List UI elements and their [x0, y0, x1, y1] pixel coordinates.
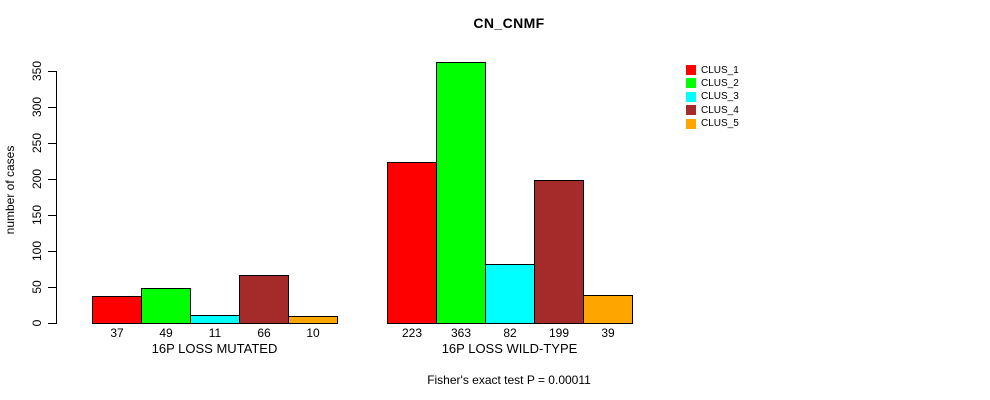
chart-title: CN_CNMF — [473, 15, 545, 31]
group-label: 16P LOSS MUTATED — [151, 341, 278, 356]
bar-clus_5 — [583, 295, 633, 324]
group-label: 16P LOSS WILD-TYPE — [441, 341, 578, 356]
legend-item: CLUS_4 — [686, 104, 739, 116]
bar-value-label: 37 — [110, 326, 124, 340]
y-tick-mark — [48, 251, 56, 252]
y-tick-mark — [48, 287, 56, 288]
legend-label: CLUS_5 — [701, 118, 739, 130]
legend-label: CLUS_1 — [701, 64, 739, 76]
y-axis-line — [56, 71, 57, 324]
bar-value-label: 82 — [503, 326, 517, 340]
y-tick-label: 150 — [30, 204, 44, 226]
y-tick-label: 300 — [30, 96, 44, 118]
bar-value-label: 363 — [450, 326, 472, 340]
bar-value-label: 11 — [208, 326, 222, 340]
y-tick-mark — [48, 179, 56, 180]
bar-clus_3 — [190, 315, 240, 324]
legend-item: CLUS_3 — [686, 91, 739, 103]
bar-clus_4 — [239, 275, 289, 324]
y-tick-mark — [48, 143, 56, 144]
y-tick-label: 50 — [30, 280, 44, 294]
bar-value-label: 223 — [401, 326, 423, 340]
fisher-test-note: Fisher's exact test P = 0.00011 — [427, 373, 591, 387]
y-tick-mark — [48, 71, 56, 72]
bar-value-label: 10 — [306, 326, 320, 340]
legend-swatch — [686, 65, 696, 75]
legend-label: CLUS_4 — [701, 104, 739, 116]
y-tick-mark — [48, 107, 56, 108]
y-tick-label: 100 — [30, 240, 44, 262]
legend-swatch — [686, 118, 696, 129]
y-tick-mark — [48, 323, 56, 324]
y-tick-label: 350 — [30, 60, 44, 82]
legend-label: CLUS_2 — [701, 77, 739, 89]
bar-clus_1 — [92, 296, 142, 324]
y-tick-mark — [48, 215, 56, 216]
legend-item: CLUS_5 — [686, 118, 739, 130]
legend-swatch — [686, 91, 696, 102]
bar-clus_3 — [485, 264, 535, 324]
y-tick-label: 0 — [30, 319, 44, 327]
y-axis-label: number of cases — [3, 145, 17, 235]
legend-item: CLUS_2 — [686, 77, 739, 89]
bar-clus_2 — [436, 62, 486, 324]
legend-item: CLUS_1 — [686, 64, 739, 76]
legend-swatch — [686, 105, 696, 116]
bar-clus_4 — [534, 180, 584, 324]
bar-value-label: 39 — [601, 326, 615, 340]
legend-label: CLUS_3 — [701, 91, 739, 103]
bar-clus_1 — [387, 162, 437, 324]
bar-value-label: 66 — [257, 326, 271, 340]
legend-swatch — [686, 78, 696, 89]
legend: CLUS_1 CLUS_2 CLUS_3 CLUS_4 CLUS_5 — [686, 65, 739, 132]
y-tick-label: 200 — [30, 168, 44, 190]
bar-value-label: 199 — [548, 326, 570, 340]
bar-clus_5 — [288, 316, 338, 324]
bar-value-label: 49 — [159, 326, 173, 340]
bar-clus_2 — [141, 288, 191, 324]
y-tick-label: 250 — [30, 132, 44, 154]
